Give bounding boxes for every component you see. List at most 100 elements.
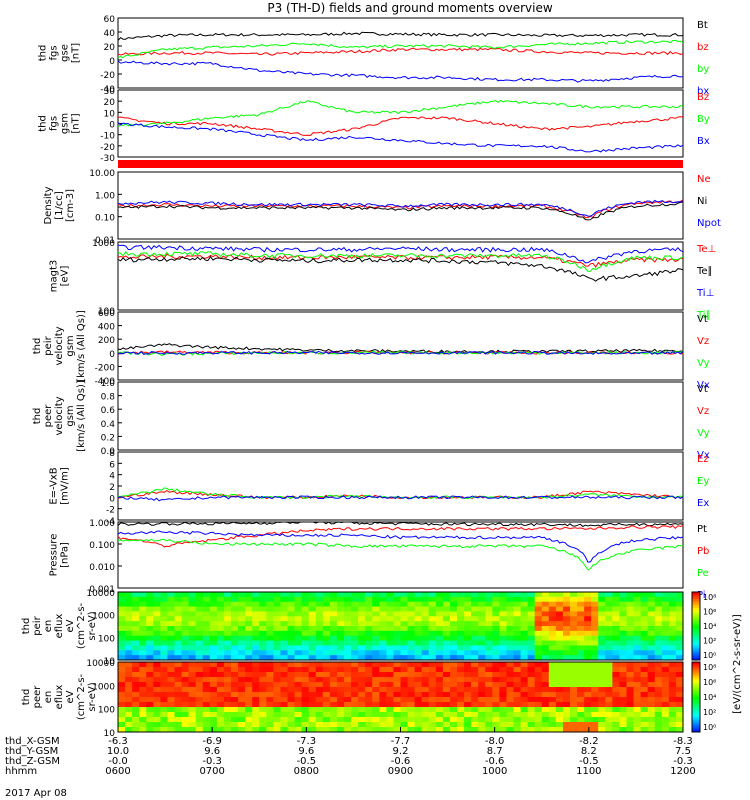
heatmap-cell [344,626,352,632]
heatmap-cell [160,667,168,673]
y-label-line: velocity [54,396,65,435]
heatmap-cell [612,655,620,661]
heatmap-cell [520,650,529,656]
heatmap-cell [520,626,529,632]
heatmap-cell [478,640,486,646]
heatmap-cell [287,596,296,603]
heatmap-cell [548,592,557,598]
heatmap-cell [414,667,423,673]
heatmap-cell [259,635,267,642]
heatmap-cell [202,635,211,642]
heatmap-cell [640,630,649,637]
heatmap-cell [548,650,557,656]
heatmap-cell [386,606,394,612]
heatmap-cell [626,682,635,688]
heatmap-cell [435,702,444,708]
heatmap-cell [132,682,140,688]
x-row-value: -6.9 [202,736,222,747]
heatmap-cell [259,717,267,723]
legend-entry: Npot [697,218,721,229]
heatmap-cell [654,616,663,622]
heatmap-cell [534,611,543,617]
heatmap-cell [308,697,317,703]
heatmap-cell [209,677,218,683]
colorbar-cell [692,669,700,672]
heatmap-cell [216,630,225,637]
heatmap-cell [266,712,274,718]
heatmap-cell [351,682,359,688]
heatmap-cell [570,601,578,608]
heatmap-cell [414,677,423,683]
heatmap-cell [640,621,649,627]
heatmap-cell [555,640,564,646]
heatmap-cell [513,692,522,698]
heatmap-cell [336,621,345,627]
heatmap-cell [139,712,147,718]
heatmap-cell [605,635,613,642]
heatmap-cell [287,707,296,713]
heatmap-cell [188,601,197,608]
heatmap-cell [153,635,161,642]
x-row-value: 1200 [670,766,695,777]
heatmap-cell [259,655,267,661]
colorbar-cell [692,632,700,636]
heatmap-cell [195,662,204,668]
heatmap-cell [231,712,239,718]
x-axis-rows: thd_X-GSM -6.3 -6.9 -7.3 -7.7 -8.0 -8.2 -8.3thd… [5,727,696,777]
heatmap-cell [534,645,543,651]
heatmap-cell [654,682,663,688]
heatmap-cell [492,687,500,693]
heatmap-cell [457,667,465,673]
heatmap-cell [153,645,161,651]
y-tick-label: 0 [109,494,115,504]
y-label-line: thd [32,338,43,355]
heatmap-cell [386,702,394,708]
heatmap-cell [513,717,522,723]
heatmap-cell [534,702,543,708]
heatmap-cell [372,662,380,668]
heatmap-cell [118,722,126,728]
heatmap-cell [541,717,550,723]
heatmap-cell [442,650,451,656]
heatmap-cell [202,707,211,713]
heatmap-cell [393,667,401,673]
heatmap-cell [280,606,288,612]
heatmap-cell [322,722,331,728]
colorbar-label: [eV/(cm^2-s-sr-eV)] [732,614,743,714]
heatmap-cell [329,630,338,637]
heatmap-cell [548,655,557,661]
heatmap-cell [146,640,154,646]
heatmap-cell [485,692,493,698]
heatmap-cell [471,662,479,668]
heatmap-cell [640,687,649,693]
y-tick-label: -10 [100,132,115,142]
heatmap-cell [442,677,451,683]
heatmap-cell [449,712,458,718]
heatmap-cell [181,611,190,617]
heatmap-cell [294,645,303,651]
heatmap-cell [570,682,578,688]
heatmap-cell [329,687,338,693]
heatmap-cell [372,592,380,598]
heatmap-cell [181,616,190,622]
panel-peir-velocity: thdpeirvelocitygsm[km/s (All Qs)] 6004002… [32,309,710,391]
heatmap-cell [548,722,557,728]
heatmap-cell [675,596,684,603]
heatmap-cell [372,697,380,703]
heatmap-cell [562,672,571,678]
heatmap-cell [118,606,126,612]
heatmap-cell [351,702,359,708]
heatmap-cell [174,626,183,632]
heatmap-cell [407,650,416,656]
heatmap-cell [188,626,197,632]
x-row-value: -0.3 [202,756,222,767]
x-row-value: -0.6 [485,756,505,767]
heatmap-cell [153,682,161,688]
heatmap-cell [435,596,444,603]
heatmap-cell [372,672,380,678]
heatmap-cell [351,645,359,651]
heatmap-cell [188,630,197,637]
heatmap-cell [640,677,649,683]
heatmap-cell [322,697,331,703]
